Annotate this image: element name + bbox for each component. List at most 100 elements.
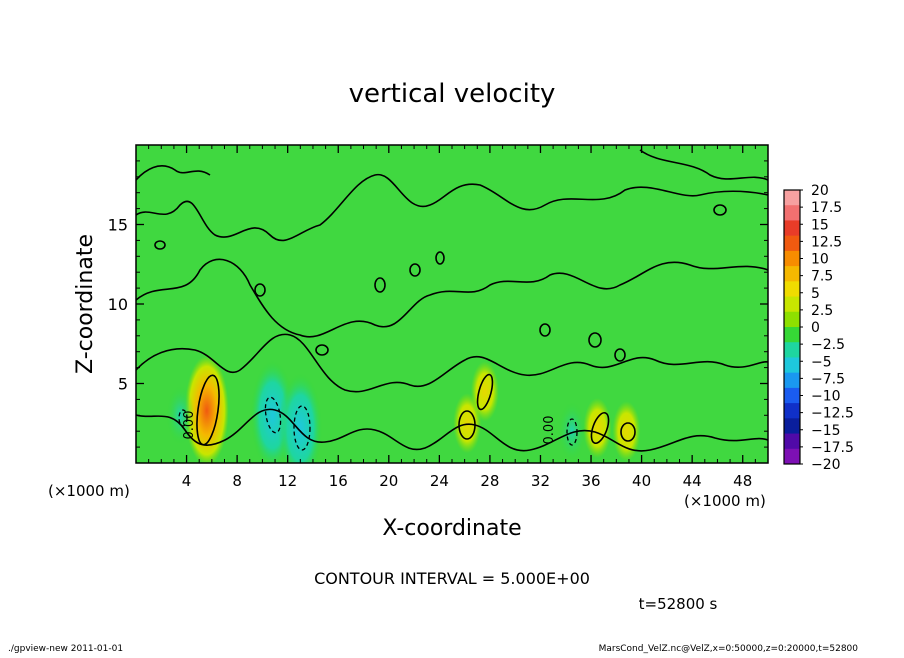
colorbar-swatch <box>784 235 800 252</box>
colorbar-swatch <box>784 327 800 343</box>
updraft-region <box>470 361 499 422</box>
x-tick-label: 40 <box>632 472 651 490</box>
field-layer <box>166 355 641 463</box>
colorbar-swatch <box>784 220 800 237</box>
contour-line <box>136 165 211 181</box>
colorbar-label: 0 <box>811 320 820 336</box>
colorbar-swatch <box>784 433 800 450</box>
contour-line <box>136 258 768 338</box>
x-tick-label: 32 <box>531 472 550 490</box>
colorbar-label: −17.5 <box>811 440 854 456</box>
x-tick-label: 28 <box>480 472 499 490</box>
colorbar-label: 7.5 <box>811 269 833 285</box>
contour-downdraft <box>264 396 282 434</box>
y-axis-title: Z-coordinate <box>73 234 98 374</box>
contour-small <box>614 348 626 362</box>
x-tick-label: 44 <box>683 472 702 490</box>
contour-small <box>435 251 445 265</box>
contour-lines <box>136 149 768 452</box>
contour-small <box>374 277 386 293</box>
x-tick-label: 12 <box>278 472 297 490</box>
y-tick-label: 5 <box>118 375 128 394</box>
contour-small <box>315 344 329 356</box>
contour-small <box>409 263 421 277</box>
contour-downdraft <box>566 418 578 446</box>
downdraft-region <box>278 373 323 463</box>
contour-updraft <box>458 410 476 440</box>
contour-line <box>136 333 768 393</box>
x-tick-label: 48 <box>733 472 752 490</box>
colorbar-label: 15 <box>811 217 829 233</box>
colorbar-label: −5 <box>811 354 832 370</box>
colorbar-swatch <box>784 281 800 298</box>
x-axis-title: X-coordinate <box>382 516 521 541</box>
colorbar-swatch <box>784 403 800 419</box>
updraft-region <box>612 401 641 462</box>
y-tick-label: 15 <box>108 216 128 235</box>
contour-lines-negative <box>178 396 578 451</box>
colorbar-swatch <box>784 266 800 282</box>
downdraft-region <box>166 385 195 446</box>
contour-small <box>539 323 551 337</box>
colorbar-swatch <box>784 372 800 389</box>
contour-line <box>136 408 768 452</box>
contour-updraft <box>620 422 636 442</box>
contour-updraft <box>590 411 610 445</box>
colorbar-swatch <box>784 250 800 267</box>
chart-title: vertical velocity <box>349 79 556 109</box>
colorbar-label: 20 <box>811 183 829 199</box>
colorbar-swatch <box>784 342 800 358</box>
x-unit-right: (×1000 m) <box>684 492 766 510</box>
contour-line <box>136 174 768 242</box>
time-label: t=52800 s <box>639 595 718 613</box>
contour-label: 0.00 <box>542 416 557 445</box>
plot-background <box>136 145 768 463</box>
colorbar-swatch <box>784 448 800 465</box>
x-tick-label: 20 <box>379 472 398 490</box>
colorbar-label: −7.5 <box>811 371 845 387</box>
x-tick-label: 24 <box>430 472 449 490</box>
contour-line <box>639 149 768 181</box>
x-axis: 4 8 12 16 20 24 28 32 36 40 44 48 <box>148 145 756 490</box>
contour-small <box>154 240 166 250</box>
x-tick-label: 8 <box>232 472 242 490</box>
contour-downdraft <box>293 405 311 451</box>
colorbar-swatch <box>784 418 800 435</box>
colorbar-swatch <box>784 387 800 404</box>
colorbar-swatch <box>784 296 800 313</box>
colorbar-label: 17.5 <box>811 200 842 216</box>
colorbar-swatch <box>784 190 800 206</box>
footer-right: MarsCond_VelZ.nc@VelZ,x=0:50000,z=0:2000… <box>599 644 859 654</box>
contour-downdraft <box>178 409 188 427</box>
colorbar-label: 5 <box>811 286 820 302</box>
contour-small <box>713 204 727 216</box>
y-axis: 5 10 15 <box>108 160 768 448</box>
colorbar-label: −12.5 <box>811 406 854 422</box>
plot-area: 0.00 0.00 <box>135 144 769 464</box>
contour-label: 0.00 <box>182 411 197 440</box>
colorbar-label: −2.5 <box>811 337 845 353</box>
contour-updraft <box>196 374 220 446</box>
downdraft-region <box>558 401 587 462</box>
colorbar-label: −15 <box>811 423 841 439</box>
colorbar-label: −10 <box>811 389 841 405</box>
colorbar-label: 12.5 <box>811 234 842 250</box>
contour-small <box>588 332 602 348</box>
x-tick-label: 16 <box>329 472 348 490</box>
colorbar-swatch <box>784 357 800 374</box>
colorbar-label: −20 <box>811 457 841 473</box>
contour-updraft <box>476 373 494 411</box>
y-tick-label: 10 <box>108 295 128 314</box>
x-tick-label: 4 <box>182 472 192 490</box>
contour-small <box>254 283 266 297</box>
colorbar-swatch <box>784 205 800 221</box>
contour-interval: CONTOUR INTERVAL = 5.000E+00 <box>314 569 590 588</box>
footer-left: ./gpview-new 2011-01-01 <box>8 644 123 654</box>
x-unit-left: (×1000 m) <box>48 482 130 500</box>
colorbar-swatch <box>784 311 800 328</box>
x-tick-label: 36 <box>581 472 600 490</box>
colorbar-label: 2.5 <box>811 303 833 319</box>
colorbar-label: 10 <box>811 252 829 268</box>
